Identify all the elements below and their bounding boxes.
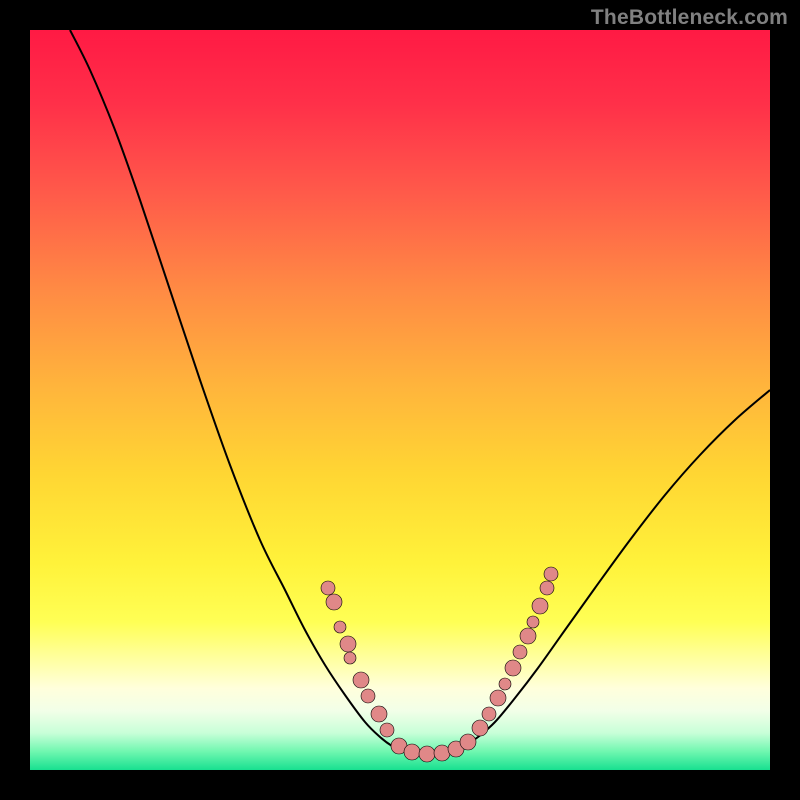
bead-marker — [505, 660, 521, 676]
bead-marker — [404, 744, 420, 760]
bead-marker — [371, 706, 387, 722]
bead-marker — [419, 746, 435, 762]
chart-container: TheBottleneck.com — [0, 0, 800, 800]
bead-marker — [527, 616, 539, 628]
bead-marker — [321, 581, 335, 595]
bead-marker — [520, 628, 536, 644]
bead-marker — [361, 689, 375, 703]
gradient-background — [30, 30, 770, 770]
bead-marker — [434, 745, 450, 761]
bead-marker — [340, 636, 356, 652]
bead-marker — [544, 567, 558, 581]
bead-marker — [513, 645, 527, 659]
bead-marker — [490, 690, 506, 706]
bead-marker — [460, 734, 476, 750]
bead-marker — [326, 594, 342, 610]
bead-marker — [482, 707, 496, 721]
bead-marker — [380, 723, 394, 737]
bead-marker — [344, 652, 356, 664]
chart-svg — [30, 30, 770, 770]
bead-marker — [353, 672, 369, 688]
bead-marker — [532, 598, 548, 614]
bead-marker — [472, 720, 488, 736]
bead-marker — [499, 678, 511, 690]
watermark-text: TheBottleneck.com — [591, 6, 788, 30]
bead-marker — [334, 621, 346, 633]
bead-marker — [540, 581, 554, 595]
plot-area — [30, 30, 770, 770]
